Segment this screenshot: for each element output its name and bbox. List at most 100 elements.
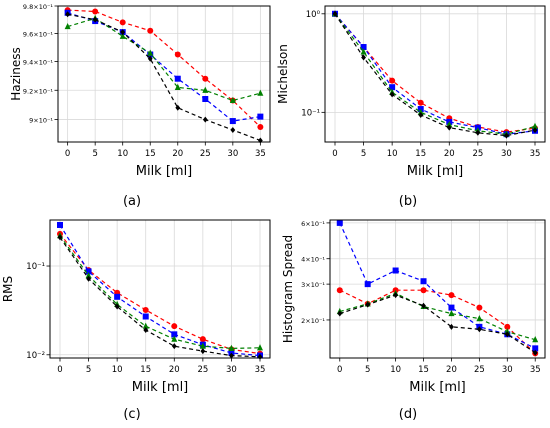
data-point	[92, 8, 99, 15]
data-point	[175, 104, 181, 111]
data-point	[389, 84, 396, 91]
x-tick-label: 35	[255, 365, 266, 375]
x-tick-label: 10	[387, 149, 398, 159]
x-tick-label: 10	[390, 365, 401, 375]
y-tick-label: 4×10⁻¹	[301, 256, 325, 264]
data-point	[448, 309, 455, 317]
x-tick-label: 0	[337, 365, 342, 375]
data-point	[389, 91, 395, 98]
data-point	[171, 335, 178, 342]
x-axis-label: Milk [ml]	[136, 164, 193, 179]
data-point	[230, 126, 236, 133]
y-tick-label: 9×10⁻¹	[29, 117, 53, 125]
data-point	[532, 127, 538, 134]
y-tick-label: 9.2×10⁻¹	[23, 87, 53, 95]
y-tick-label: 9.8×10⁻¹	[23, 3, 53, 11]
data-point	[85, 268, 92, 275]
x-tick-label: 25	[197, 365, 208, 375]
data-point	[257, 113, 264, 120]
data-point	[392, 267, 399, 274]
data-point	[85, 272, 92, 279]
data-point	[142, 306, 149, 313]
data-point	[142, 322, 149, 329]
data-point	[393, 292, 399, 299]
x-tick-label: 30	[502, 365, 513, 375]
data-point	[142, 313, 149, 320]
series-line	[59, 235, 261, 350]
data-point	[171, 331, 178, 338]
x-tick-label: 25	[472, 149, 483, 159]
series-line	[334, 13, 536, 135]
data-point	[336, 287, 343, 294]
panel-label: (a)	[123, 194, 141, 209]
x-tick-label: 20	[172, 149, 183, 159]
x-tick-label: 20	[444, 149, 455, 159]
data-point	[360, 48, 367, 55]
y-axis-label: RMS	[1, 276, 15, 302]
data-point	[476, 326, 482, 333]
data-point	[504, 323, 511, 330]
data-point	[365, 301, 371, 308]
data-point	[504, 132, 509, 139]
data-point	[86, 275, 91, 282]
data-point	[57, 234, 63, 241]
data-point	[420, 278, 427, 285]
x-tick-label: 25	[200, 149, 211, 159]
series-line	[334, 13, 536, 137]
data-point	[476, 304, 483, 311]
x-tick-label: 20	[446, 365, 457, 375]
data-point	[449, 323, 454, 330]
y-tick-label: 10⁻¹	[26, 262, 45, 272]
panel-c: 0 5 10 15 20 25 30 35 10⁻¹ 10⁻² Milk [ml] RMS (c)	[1, 219, 271, 422]
data-point	[257, 89, 264, 96]
data-point	[202, 75, 209, 82]
y-tick-label: 3×10⁻¹	[301, 281, 325, 289]
axes-frame	[324, 5, 546, 143]
data-point	[504, 331, 510, 338]
x-axis-label: Milk [ml]	[409, 380, 466, 395]
data-point	[114, 303, 120, 310]
y-tick-label: 2×10⁻¹	[301, 317, 325, 325]
data-point	[364, 281, 371, 288]
data-point	[389, 77, 396, 84]
x-tick-label: 5	[361, 149, 366, 159]
panel-b: 0 5 10 15 20 25 30 35 10⁰ 10⁻¹ Milk [ml] Michelson (…	[276, 5, 546, 209]
x-tick-label: 0	[65, 149, 70, 159]
data-point	[417, 108, 424, 115]
data-point	[417, 99, 424, 106]
y-axis-label: Histogram Spread	[281, 235, 295, 343]
data-point	[174, 75, 181, 82]
data-point	[448, 292, 455, 299]
x-tick-label: 20	[169, 365, 180, 375]
y-tick-label: 10⁰	[306, 10, 321, 20]
data-point	[147, 49, 154, 56]
data-point	[257, 353, 263, 360]
x-tick-label: 10	[112, 365, 123, 375]
data-point	[532, 349, 538, 356]
x-tick-label: 30	[227, 149, 238, 159]
data-point	[257, 344, 263, 351]
x-tick-label: 30	[226, 365, 237, 375]
series-line	[67, 12, 261, 122]
x-tick-label: 5	[365, 365, 370, 375]
series-line	[67, 9, 261, 128]
data-point	[119, 19, 126, 26]
x-tick-label: 35	[530, 149, 541, 159]
data-point	[143, 327, 149, 334]
series-line	[339, 294, 536, 354]
data-point	[332, 10, 338, 17]
y-tick-label: 10⁻²	[26, 351, 45, 361]
data-point	[336, 219, 343, 226]
y-axis-label: Haziness	[9, 47, 23, 101]
data-point	[448, 304, 455, 311]
x-tick-label: 15	[415, 149, 426, 159]
y-tick-label: 9.6×10⁻¹	[23, 31, 53, 39]
series-line	[67, 17, 261, 102]
data-point	[360, 44, 367, 51]
data-point	[114, 293, 121, 300]
data-point	[257, 124, 264, 131]
y-tick-label: 6×10⁻¹	[301, 220, 325, 228]
x-tick-label: 0	[57, 365, 62, 375]
axes-frame	[57, 5, 271, 143]
